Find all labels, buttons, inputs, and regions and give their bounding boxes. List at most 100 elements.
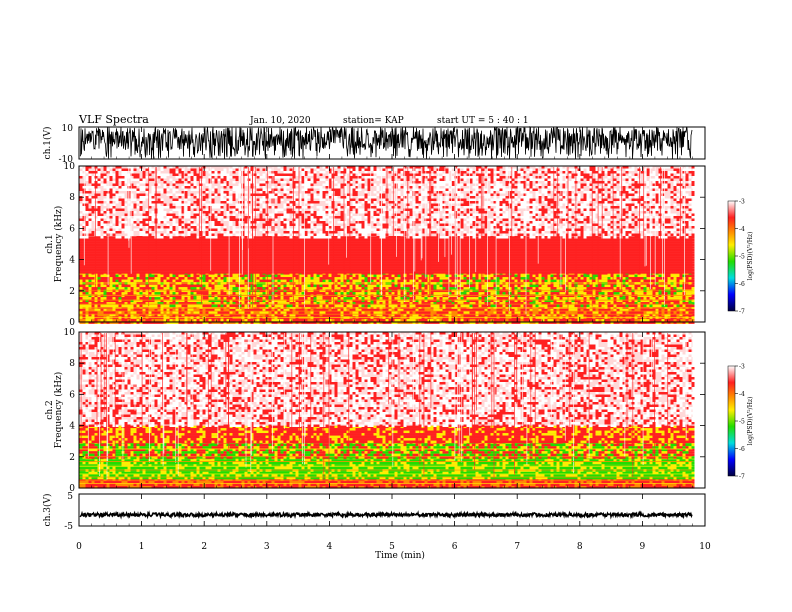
spectrogram-cell xyxy=(170,295,173,298)
spectrogram-cell xyxy=(272,319,275,322)
spectrogram-cell xyxy=(578,277,581,280)
spectrogram-cell xyxy=(437,297,440,300)
spectrogram-cell xyxy=(314,297,317,300)
spectrogram-cell xyxy=(101,287,104,290)
spectrogram-cell xyxy=(212,280,215,283)
spectrogram-cell xyxy=(371,292,374,295)
spectrogram-cell xyxy=(176,280,179,283)
spectrogram-cell xyxy=(323,275,326,278)
spectrogram-cell xyxy=(671,277,674,280)
spectrogram-cell xyxy=(197,292,200,295)
spectrogram-cell xyxy=(362,287,365,290)
spectrogram-cell xyxy=(206,319,209,322)
spectrogram-cell xyxy=(401,305,404,308)
spectrogram-cell xyxy=(185,239,188,242)
spectrogram-cell xyxy=(434,285,437,288)
spectrogram-cell xyxy=(269,239,272,242)
spectrogram-cell xyxy=(188,297,191,300)
spectrogram-cell xyxy=(524,319,527,322)
spectrogram-cell xyxy=(152,244,155,247)
spectrogram-cell xyxy=(188,285,191,288)
spectrogram-cell xyxy=(158,285,161,288)
spectrogram-cell xyxy=(677,319,680,322)
spectrogram-cell xyxy=(419,287,422,290)
spectrogram-cell xyxy=(368,285,371,288)
spectrogram-cell xyxy=(401,239,404,242)
spectrogram-cell xyxy=(293,319,296,322)
spectrogram-cell xyxy=(686,287,689,290)
spectrogram-cell xyxy=(668,305,671,308)
spectrogram-cell xyxy=(326,297,329,300)
spectrogram-cell xyxy=(446,280,449,283)
spectrogram-cell xyxy=(542,287,545,290)
spectrogram-cell xyxy=(281,311,284,314)
spectrogram-cell xyxy=(461,285,464,288)
spectrogram-cell xyxy=(320,292,323,295)
spectrogram-cell xyxy=(383,241,386,244)
spectrogram-cell xyxy=(359,277,362,280)
spectrogram-cell xyxy=(146,241,149,244)
spectrogram-cell xyxy=(518,241,521,244)
spectrogram-cell xyxy=(422,292,425,295)
spectrogram-cell xyxy=(527,311,530,314)
spectrogram-cell xyxy=(467,236,470,239)
figure-title: VLF Spectra xyxy=(78,113,149,126)
spectrogram-cell xyxy=(539,287,542,290)
spectrogram-cell xyxy=(329,292,332,295)
spectrogram-cell xyxy=(692,280,695,283)
spectrogram-cell xyxy=(347,311,350,314)
spectrogram-cell xyxy=(638,311,641,314)
spectrogram-cell xyxy=(497,275,500,278)
spectrogram-cell xyxy=(659,311,662,314)
spectrogram-cell xyxy=(605,295,608,298)
spectrogram-cell xyxy=(209,305,212,308)
spectrogram-cell xyxy=(485,277,488,280)
spectrogram-cell xyxy=(323,295,326,298)
spectrogram-cell xyxy=(221,241,224,244)
spectrogram-cell xyxy=(437,285,440,288)
spectrogram-cell xyxy=(545,277,548,280)
spectrogram-cell xyxy=(128,295,131,298)
spectrogram-cell xyxy=(323,287,326,290)
spectrogram-cell xyxy=(515,277,518,280)
spectrogram-cell xyxy=(413,305,416,308)
spectrogram-cell xyxy=(116,280,119,283)
spectrogram-cell xyxy=(374,297,377,300)
spectrogram-cell xyxy=(569,305,572,308)
spectrogram-cell xyxy=(521,295,524,298)
spectrogram-cell xyxy=(512,295,515,298)
spectrogram-cell xyxy=(200,280,203,283)
spectrogram-cell xyxy=(584,311,587,314)
ch1-spectrogram-panel: 0246810 ch.1 Frequency (kHz) xyxy=(45,162,705,328)
spectrogram-cell xyxy=(104,311,107,314)
spectrogram-cell xyxy=(281,295,284,298)
spectrogram-cell xyxy=(593,319,596,322)
spectrogram-cell xyxy=(131,297,134,300)
spectrogram-cell xyxy=(221,239,224,242)
spectrogram-cell xyxy=(617,319,620,322)
spectrogram-cell xyxy=(404,305,407,308)
spectrogram-cell xyxy=(143,280,146,283)
spectrogram-cell xyxy=(434,280,437,283)
spectrogram-cell xyxy=(671,280,674,283)
spectrogram-cell xyxy=(434,275,437,278)
spectrogram-cell xyxy=(473,297,476,300)
spectrogram-cell xyxy=(224,280,227,283)
spectrogram-cell xyxy=(116,285,119,288)
spectrogram-cell xyxy=(197,275,200,278)
spectrogram-cell xyxy=(341,285,344,288)
spectrogram-cell xyxy=(578,311,581,314)
spectrogram-cell xyxy=(467,292,470,295)
spectrogram-cell xyxy=(620,297,623,300)
spectrogram-cell xyxy=(440,295,443,298)
spectrogram-cell xyxy=(587,311,590,314)
spectrogram-cell xyxy=(464,239,467,242)
spectrogram-cell xyxy=(479,285,482,288)
spectrogram-cell xyxy=(686,241,689,244)
spectrogram-cell xyxy=(236,241,239,244)
spectrogram-cell xyxy=(656,292,659,295)
spectrogram-cell xyxy=(686,311,689,314)
spectrogram-cell xyxy=(356,275,359,278)
spectrogram-cell xyxy=(632,239,635,242)
spectrogram-cell xyxy=(275,305,278,308)
